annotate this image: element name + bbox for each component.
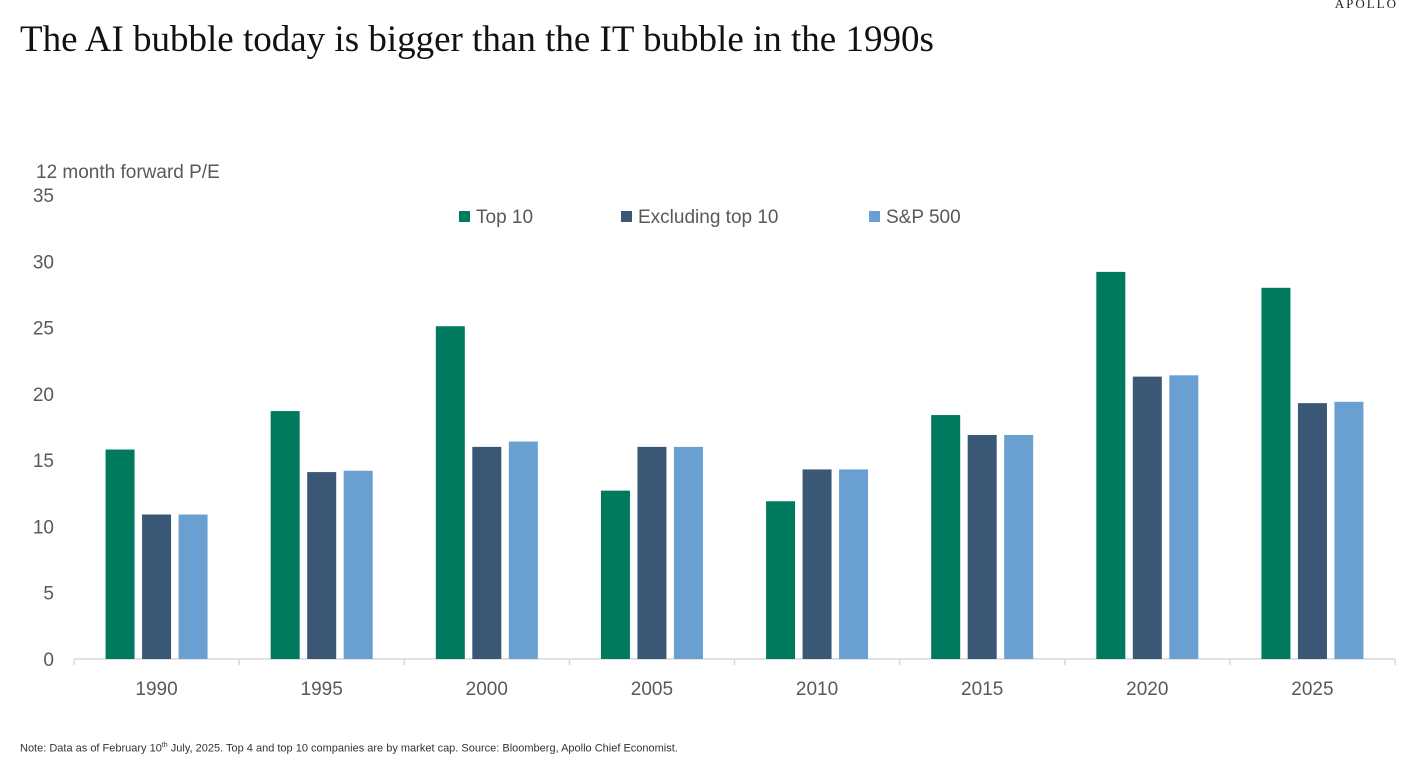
bar-excluding-top-10 — [802, 469, 832, 659]
x-tick-label: 2020 — [1126, 679, 1168, 700]
brand-logo: APOLLO — [1334, 0, 1398, 11]
bar-s-p-500 — [1004, 434, 1034, 659]
y-tick-label: 20 — [33, 385, 54, 406]
y-axis-label: 12 month forward P/E — [36, 162, 220, 183]
legend-swatch — [621, 211, 632, 222]
bar-excluding-top-10 — [142, 514, 172, 659]
bar-top-10 — [600, 490, 630, 659]
page-title: The AI bubble today is bigger than the I… — [20, 19, 934, 60]
x-tick-label: 1990 — [135, 679, 177, 700]
x-tick-label: 2000 — [466, 679, 508, 700]
footnote-superscript: th — [161, 742, 168, 749]
bar-excluding-top-10 — [967, 434, 997, 659]
x-tick-label: 1995 — [301, 679, 343, 700]
y-tick-label: 15 — [33, 451, 54, 472]
y-tick-label: 10 — [33, 517, 54, 538]
bar-s-p-500 — [673, 446, 703, 659]
legend-swatch — [869, 211, 880, 222]
bar-top-10 — [270, 411, 300, 659]
bar-top-10 — [435, 326, 465, 659]
footnote: Note: Data as of February 10th July, 202… — [20, 742, 678, 755]
bar-excluding-top-10 — [307, 472, 337, 659]
legend-label: Top 10 — [476, 207, 533, 228]
y-tick-label: 30 — [33, 252, 54, 273]
y-tick-label: 5 — [43, 584, 54, 605]
legend-label: S&P 500 — [886, 207, 961, 228]
bar-excluding-top-10 — [1297, 403, 1327, 659]
y-tick-label: 0 — [43, 650, 54, 671]
y-tick-label: 25 — [33, 319, 54, 340]
bar-excluding-top-10 — [1132, 376, 1162, 659]
y-tick-label: 35 — [33, 186, 54, 207]
x-tick-label: 2015 — [961, 679, 1003, 700]
bar-top-10 — [766, 501, 796, 659]
bar-s-p-500 — [839, 469, 869, 659]
bar-top-10 — [1096, 271, 1126, 659]
x-tick-label: 2025 — [1291, 679, 1333, 700]
bar-top-10 — [931, 415, 961, 659]
footnote-text-rest: July, 2025. Top 4 and top 10 companies a… — [167, 742, 678, 755]
bar-top-10 — [105, 449, 135, 659]
x-tick-label: 2010 — [796, 679, 838, 700]
bar-s-p-500 — [178, 514, 208, 659]
bar-top-10 — [1261, 287, 1291, 659]
bar-s-p-500 — [1169, 375, 1199, 659]
bar-excluding-top-10 — [637, 446, 667, 659]
bar-s-p-500 — [1334, 401, 1364, 659]
bar-s-p-500 — [508, 441, 538, 659]
footnote-text: Note: Data as of February 10 — [20, 742, 162, 755]
legend-label: Excluding top 10 — [638, 207, 779, 228]
bar-excluding-top-10 — [472, 446, 502, 659]
legend-swatch — [459, 211, 470, 222]
bar-s-p-500 — [343, 470, 373, 659]
x-tick-label: 2005 — [631, 679, 673, 700]
